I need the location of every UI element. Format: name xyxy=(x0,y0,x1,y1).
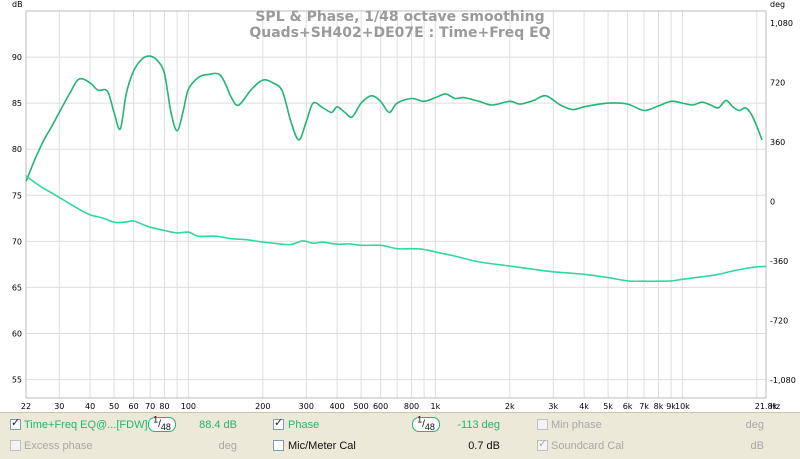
x-axis-unit: Hz xyxy=(770,402,780,411)
x-tick-label: 5k xyxy=(603,402,613,411)
x-tick-label: 10k xyxy=(675,402,690,411)
y-left-tick-label: 60 xyxy=(12,330,22,339)
y-right-tick-label: -720 xyxy=(770,317,788,326)
x-tick-label: 30 xyxy=(54,402,64,411)
legend-row-2: Excess phase deg Mic/Meter Cal 0.7 dB So… xyxy=(0,436,800,456)
y-right-tick-label: -360 xyxy=(770,257,788,266)
x-tick-label: 800 xyxy=(404,402,419,411)
y-left-tick-label: 55 xyxy=(12,376,22,385)
spl-cursor-value: 88.4 dB xyxy=(199,419,237,431)
phase-smoothing-numerator: 1 xyxy=(417,414,423,425)
phase-smoothing-badge[interactable]: 1/48 xyxy=(412,414,440,432)
excess-phase-label: Excess phase xyxy=(24,440,93,452)
min-phase-unit: deg xyxy=(745,419,764,431)
excess-phase-checkbox[interactable] xyxy=(10,440,21,451)
x-tick-label: 80 xyxy=(159,402,169,411)
spl-smoothing-numerator: 1 xyxy=(153,414,159,425)
x-tick-label: 400 xyxy=(329,402,344,411)
y-left-tick-label: 75 xyxy=(12,191,22,200)
y-left-tick-label: 65 xyxy=(12,283,22,292)
phase-series-line xyxy=(25,175,767,283)
mic-cal-value: 0.7 dB xyxy=(468,440,500,452)
spl-series-label: Time+Freq EQ@...[FDW] xyxy=(24,419,148,431)
phase-smoothing-denominator: 48 xyxy=(424,422,435,432)
right-axis-unit: deg xyxy=(770,0,785,9)
x-tick-label: 50 xyxy=(109,402,119,411)
x-tick-label: 40 xyxy=(85,402,95,411)
spl-series-line xyxy=(25,55,763,182)
spl-smoothing-badge[interactable]: 1/48 xyxy=(148,414,176,432)
x-tick-label: 60 xyxy=(129,402,139,411)
soundcard-cal-label: Soundcard Cal xyxy=(551,440,624,452)
y-right-tick-label: 720 xyxy=(770,78,785,87)
phase-checkbox[interactable] xyxy=(273,416,284,430)
x-tick-label: 3k xyxy=(548,402,558,411)
x-tick-label: 70 xyxy=(145,402,155,411)
y-right-tick-label: -1,080 xyxy=(770,376,796,385)
legend-panel: Time+Freq EQ@...[FDW] 1/48 88.4 dB Phase… xyxy=(0,412,800,459)
x-tick-label: 6k xyxy=(623,402,633,411)
left-axis-unit: dB xyxy=(12,0,23,9)
chart-title: SPL & Phase, 1/48 octave smoothing xyxy=(255,9,544,25)
legend-row-1: Time+Freq EQ@...[FDW] 1/48 88.4 dB Phase… xyxy=(0,415,800,435)
x-tick-label: 9k xyxy=(666,402,676,411)
mic-cal-checkbox[interactable] xyxy=(273,440,284,451)
x-tick-label: 2k xyxy=(505,402,515,411)
phase-cursor-value: -113 deg xyxy=(457,419,500,431)
tick-labels: 22 30 40 50 60 70 80 100 200 300 400 500 600 800 1k 2k 3… xyxy=(12,19,796,411)
x-tick-label: 500 xyxy=(353,402,368,411)
x-tick-label: 1k xyxy=(431,402,441,411)
excess-phase-unit: deg xyxy=(218,440,237,452)
min-phase-checkbox[interactable] xyxy=(537,419,548,430)
plot-frame xyxy=(25,10,767,399)
y-right-tick-label: 360 xyxy=(770,138,785,147)
soundcard-cal-unit: dB xyxy=(750,440,764,452)
x-tick-label: 4k xyxy=(579,402,589,411)
x-tick-label: 7k xyxy=(639,402,649,411)
x-tick-label: 100 xyxy=(181,402,196,411)
y-left-tick-label: 80 xyxy=(12,145,22,154)
mic-cal-label: Mic/Meter Cal xyxy=(288,440,356,452)
x-tick-label: 8k xyxy=(654,402,664,411)
y-left-tick-label: 70 xyxy=(12,237,22,246)
y-right-tick-label: 1,080 xyxy=(770,19,793,28)
x-tick-label: 600 xyxy=(373,402,388,411)
phase-label: Phase xyxy=(288,419,320,431)
min-phase-label: Min phase xyxy=(551,419,602,431)
soundcard-cal-checkbox[interactable] xyxy=(537,437,548,451)
x-tick-label: 21.8k xyxy=(755,402,778,411)
y-right-tick-label: 0 xyxy=(770,198,775,207)
y-left-tick-label: 90 xyxy=(12,53,22,62)
series-group xyxy=(25,55,767,283)
plot-background xyxy=(0,0,800,412)
x-tick-label: 200 xyxy=(255,402,270,411)
y-left-tick-label: 85 xyxy=(12,99,22,108)
chart-subtitle: Quads+SH402+DE07E : Time+Freq EQ xyxy=(249,25,550,41)
x-tick-label: 22 xyxy=(21,402,31,411)
spl-smoothing-denominator: 48 xyxy=(160,422,171,432)
x-tick-label: 300 xyxy=(299,402,314,411)
spl-phase-chart[interactable]: 22 30 40 50 60 70 80 100 200 300 400 500 600 800 1k 2k 3… xyxy=(0,0,800,412)
spl-series-checkbox[interactable] xyxy=(10,416,21,430)
